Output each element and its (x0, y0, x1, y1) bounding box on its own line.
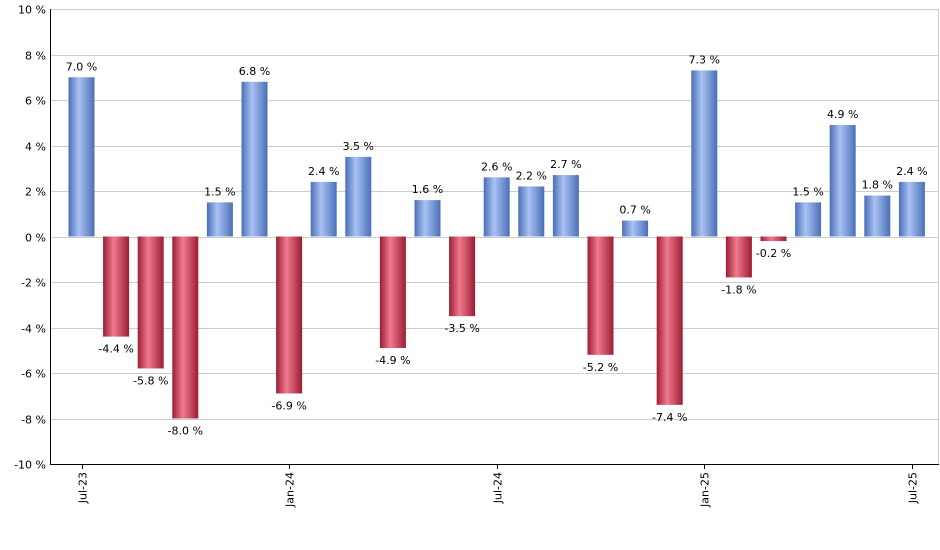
bar-nov-23 (206, 202, 233, 237)
y-tick-label: 10 % (18, 4, 46, 17)
x-tick-label: Jul-24 (492, 472, 505, 504)
data-label-jan-24: -6.9 % (271, 399, 306, 412)
bar-sep-24 (552, 175, 579, 237)
bar-jul-25 (898, 181, 925, 237)
data-label-jul-23: 7.0 % (66, 60, 97, 73)
y-tick-label: -4 % (21, 323, 46, 336)
bar-mar-25 (760, 236, 787, 242)
bar-dec-23 (241, 81, 268, 237)
data-label-jan-25: 7.3 % (689, 53, 720, 66)
bar-dec-24 (656, 236, 683, 405)
data-label-feb-24: 2.4 % (308, 165, 339, 178)
x-tick-label: Jul-23 (77, 472, 90, 504)
bar-mar-24 (345, 156, 372, 237)
data-label-dec-23: 6.8 % (239, 65, 270, 78)
bar-feb-25 (725, 236, 752, 278)
data-label-nov-24: 0.7 % (619, 204, 650, 217)
bar-jul-24 (483, 177, 510, 237)
data-label-apr-24: -4.9 % (375, 354, 410, 367)
data-label-dec-24: -7.4 % (652, 411, 687, 424)
data-label-mar-25: -0.2 % (756, 247, 791, 260)
x-tick-label: Jan-25 (699, 472, 712, 508)
bar-sep-23 (137, 236, 164, 369)
bars (68, 70, 925, 419)
y-tick-label: 8 % (25, 50, 46, 63)
y-tick-label: -2 % (21, 277, 46, 290)
bar-jul-23 (68, 77, 95, 237)
bar-may-25 (829, 125, 856, 237)
data-label-may-24: 1.6 % (412, 183, 443, 196)
data-label-sep-24: 2.7 % (550, 158, 581, 171)
bar-jan-25 (691, 70, 718, 237)
bar-apr-24 (379, 236, 406, 348)
bar-aug-23 (103, 236, 130, 337)
data-label-feb-25: -1.8 % (721, 283, 756, 296)
data-labels: 7.0 % -4.4 % -5.8 % -8.0 % 1.5 % 6.8 % -6.9 % 2… (66, 53, 928, 437)
bar-oct-23 (172, 236, 199, 419)
data-label-sep-23: -5.8 % (133, 374, 168, 387)
data-label-aug-23: -4.4 % (98, 343, 133, 356)
data-label-jun-24: -3.5 % (444, 322, 479, 335)
bar-jun-24 (449, 236, 476, 317)
bar-nov-24 (622, 220, 649, 237)
axes: -10 % -8 % -6 % -4 % -2 % 0 % 2 % 4 % 6 % 8 % 10 %… (14, 4, 939, 508)
bar-feb-24 (310, 181, 337, 237)
bar-aug-24 (518, 186, 545, 237)
data-label-jul-24: 2.6 % (481, 160, 512, 173)
y-tick-label: 4 % (25, 141, 46, 154)
bar-may-24 (414, 200, 441, 237)
data-label-jul-25: 2.4 % (896, 165, 927, 178)
data-label-may-25: 4.9 % (827, 108, 858, 121)
data-label-jun-25: 1.8 % (862, 179, 893, 192)
x-tick-label: Jan-24 (284, 472, 297, 508)
bar-jun-25 (864, 195, 891, 237)
bar-oct-24 (587, 236, 614, 355)
data-label-mar-24: 3.5 % (343, 140, 374, 153)
y-tick-label: 6 % (25, 95, 46, 108)
y-tick-label: -10 % (14, 459, 46, 472)
data-label-apr-25: 1.5 % (792, 185, 823, 198)
y-tick-label: 0 % (25, 232, 46, 245)
data-label-oct-23: -8.0 % (168, 425, 203, 438)
y-tick-label: 2 % (25, 186, 46, 199)
data-label-aug-24: 2.2 % (516, 169, 547, 182)
y-tick-label: -6 % (21, 368, 46, 381)
x-tick-label: Jul-25 (907, 472, 920, 504)
bar-jan-24 (276, 236, 303, 394)
y-tick-label: -8 % (21, 414, 46, 427)
data-label-oct-24: -5.2 % (583, 361, 618, 374)
bar-apr-25 (795, 202, 822, 237)
data-label-nov-23: 1.5 % (204, 185, 235, 198)
